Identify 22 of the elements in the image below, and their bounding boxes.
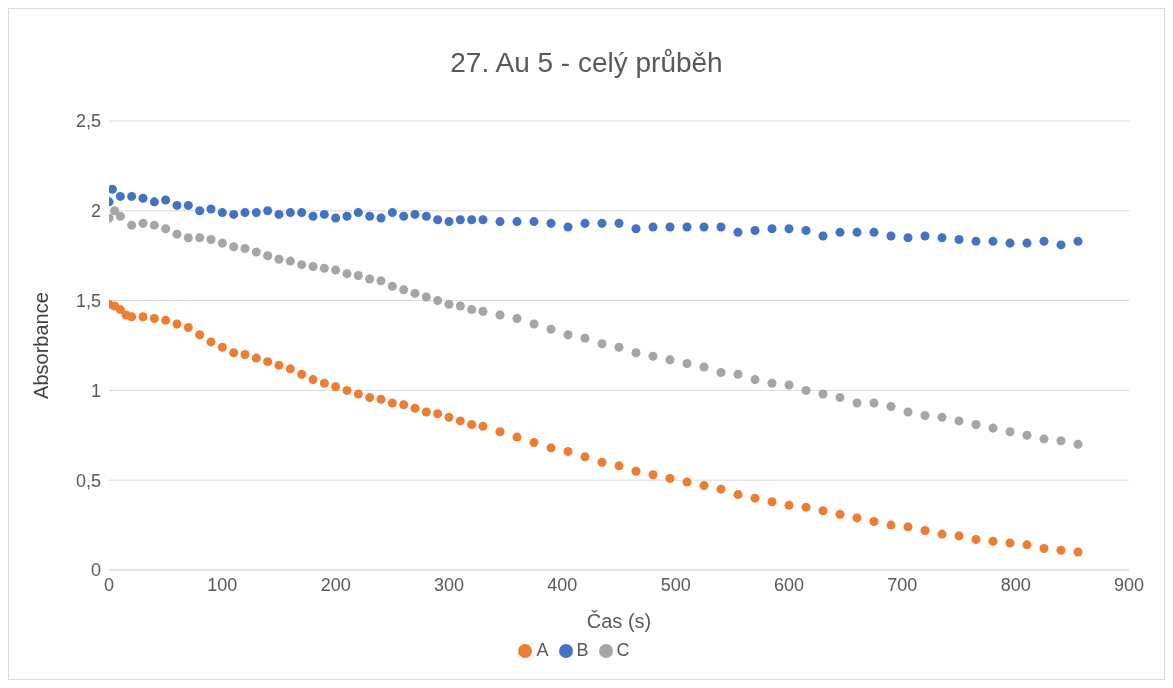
legend-label: C bbox=[616, 640, 630, 660]
legend-label: A bbox=[536, 640, 549, 660]
x-tick-label: 600 bbox=[773, 574, 805, 595]
y-tick-label: 0,5 bbox=[75, 470, 101, 491]
x-tick-label: 200 bbox=[320, 574, 351, 595]
x-tick-label: 100 bbox=[207, 574, 238, 595]
x-tick-label: 700 bbox=[887, 574, 918, 595]
x-tick-label: 900 bbox=[1113, 574, 1145, 595]
y-tick-label: 1,5 bbox=[75, 290, 101, 311]
x-tick-label: 400 bbox=[547, 574, 578, 595]
chart-title: 27. Au 5 - celý průběh bbox=[449, 46, 724, 80]
y-tick-label: 2,5 bbox=[75, 111, 101, 132]
y-tick-label: 2 bbox=[90, 201, 101, 222]
y-axis-title: Absorbance bbox=[30, 292, 53, 399]
x-axis-title: Čas (s) bbox=[586, 610, 652, 632]
y-tick-label: 1 bbox=[90, 380, 101, 401]
y-tick-label: 0 bbox=[90, 560, 101, 581]
x-tick-label: 500 bbox=[660, 574, 691, 595]
legend-label: B bbox=[576, 640, 589, 660]
x-tick-label: 300 bbox=[433, 574, 465, 595]
x-tick-label: 0 bbox=[103, 574, 115, 595]
x-tick-label: 800 bbox=[1000, 574, 1031, 595]
